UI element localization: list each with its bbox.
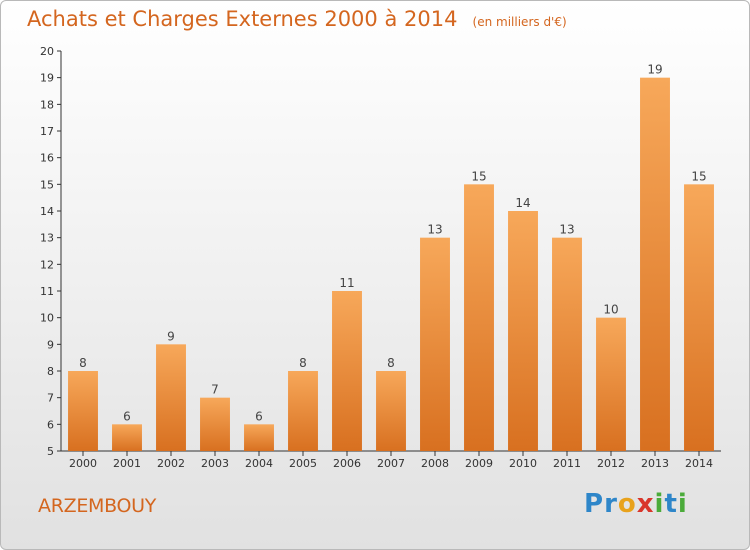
- data-label-2014: 15: [691, 169, 706, 183]
- logo-letter: i: [654, 489, 665, 519]
- logo-letter: i: [677, 489, 688, 519]
- x-tick-label: 2003: [201, 457, 229, 470]
- bar-2003: [200, 397, 230, 451]
- proxiti-logo: Proxiti: [584, 489, 688, 519]
- bar-2014: [684, 184, 714, 452]
- x-tick-label: 2010: [509, 457, 537, 470]
- y-tick-label: 7: [47, 392, 54, 405]
- data-label-2010: 14: [515, 196, 530, 210]
- x-tick-label: 2011: [553, 457, 581, 470]
- bar-2006: [332, 291, 362, 451]
- y-tick-label: 16: [40, 152, 54, 165]
- chart-subtitle: (en milliers d'€): [472, 15, 567, 29]
- x-tick-label: 2005: [289, 457, 317, 470]
- bar-2002: [156, 344, 186, 451]
- y-tick-label: 10: [40, 312, 54, 325]
- x-tick-label: 2014: [685, 457, 713, 470]
- town-name: ARZEMBOUY: [38, 495, 157, 517]
- bar-2010: [508, 211, 538, 451]
- x-tick-label: 2002: [157, 457, 185, 470]
- data-label-2000: 8: [79, 356, 87, 370]
- bar-2011: [552, 237, 582, 451]
- x-tick-label: 2013: [641, 457, 669, 470]
- bar-2012: [596, 317, 626, 451]
- logo-letter: P: [584, 489, 605, 519]
- x-tick-label: 2006: [333, 457, 361, 470]
- bar-2007: [376, 371, 406, 451]
- data-label-2004: 6: [255, 409, 263, 423]
- data-label-2003: 7: [211, 383, 219, 397]
- bar-2009: [464, 184, 494, 452]
- y-tick-label: 18: [40, 98, 54, 111]
- y-tick-label: 5: [47, 445, 54, 458]
- bar-2013: [640, 77, 670, 452]
- y-tick-label: 19: [40, 72, 54, 85]
- data-label-2011: 13: [559, 223, 574, 237]
- logo-letter: x: [636, 489, 655, 519]
- y-tick-label: 9: [47, 338, 54, 351]
- x-tick-label: 2001: [113, 457, 141, 470]
- x-tick-label: 2009: [465, 457, 493, 470]
- data-label-2013: 19: [647, 63, 662, 77]
- y-tick-label: 8: [47, 365, 54, 378]
- y-tick-label: 12: [40, 258, 54, 271]
- data-label-2006: 11: [339, 276, 354, 290]
- bar-2005: [288, 371, 318, 451]
- y-tick-label: 14: [40, 205, 54, 218]
- data-label-2009: 15: [471, 169, 486, 183]
- y-tick-label: 11: [40, 285, 54, 298]
- x-tick-label: 2000: [69, 457, 97, 470]
- y-tick-label: 13: [40, 232, 54, 245]
- bar-2004: [244, 424, 274, 451]
- x-tick-label: 2012: [597, 457, 625, 470]
- x-tick-label: 2008: [421, 457, 449, 470]
- bar-2008: [420, 237, 450, 451]
- chart-title: Achats et Charges Externes 2000 à 2014: [27, 7, 458, 31]
- logo-letter: o: [617, 489, 637, 519]
- data-label-2007: 8: [387, 356, 395, 370]
- data-label-2005: 8: [299, 356, 307, 370]
- x-tick-label: 2007: [377, 457, 405, 470]
- y-tick-label: 17: [40, 125, 54, 138]
- y-tick-label: 15: [40, 178, 54, 191]
- y-tick-label: 6: [47, 418, 54, 431]
- data-label-2002: 9: [167, 329, 175, 343]
- y-tick-label: 20: [40, 45, 54, 58]
- logo-letter: r: [604, 489, 618, 519]
- logo-letter: t: [664, 489, 678, 519]
- bar-2001: [112, 424, 142, 451]
- title-row: Achats et Charges Externes 2000 à 2014 (…: [27, 7, 567, 31]
- data-label-2008: 13: [427, 223, 442, 237]
- bar-2000: [68, 371, 98, 451]
- x-tick-label: 2004: [245, 457, 273, 470]
- data-label-2001: 6: [123, 409, 131, 423]
- data-label-2012: 10: [603, 303, 618, 317]
